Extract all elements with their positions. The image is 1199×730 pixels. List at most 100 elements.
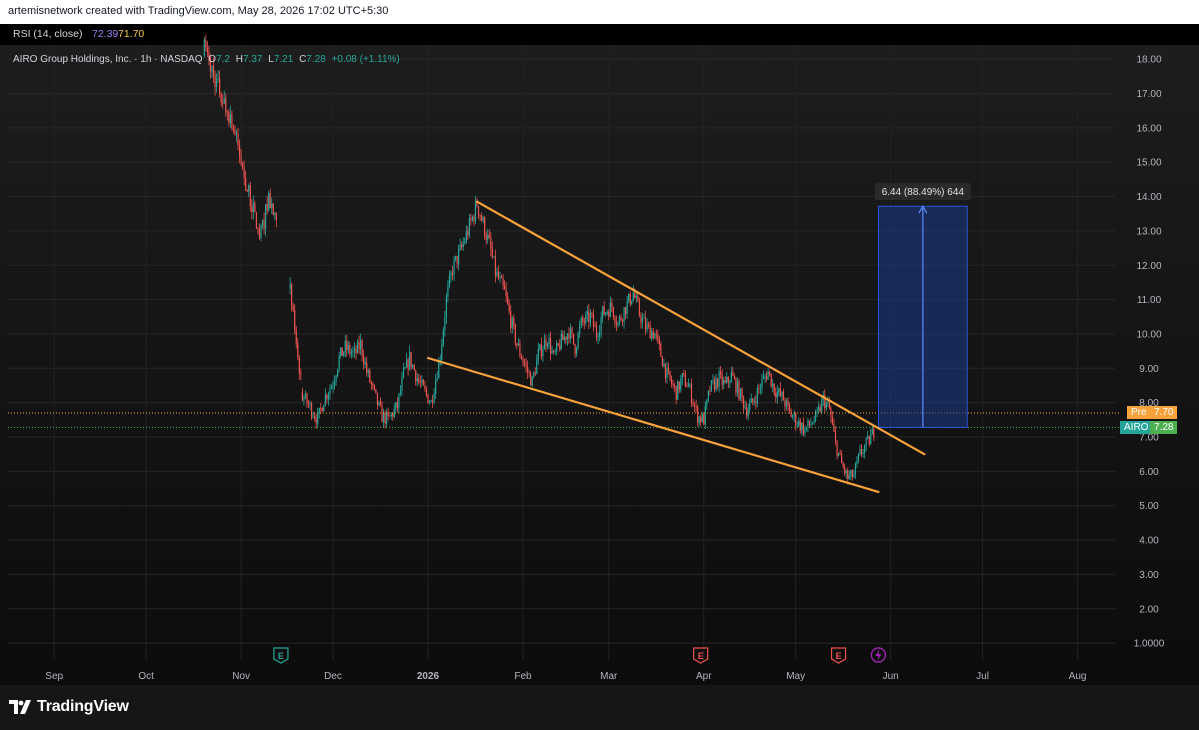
candle-body [341,347,343,356]
candle-body [744,407,746,409]
x-axis: Sep Oct Nov Dec 2026 Feb Mar Apr May Jun Jul Aug [45,671,1086,682]
candle-body [591,313,593,315]
candle-body [723,380,725,385]
candle-body [352,350,354,353]
candle-body [520,355,523,360]
pre-label: Pre [1131,407,1147,419]
candle-body [205,39,207,49]
candle-body [810,424,812,425]
candle-body [298,357,300,374]
candle-body [500,276,503,279]
candle-body [399,390,402,394]
measure-tool: 6.44 (88.49%) 644 [874,183,971,428]
candle-body [258,228,261,238]
y-tick-label: 17.00 [1136,89,1161,100]
candle-body [692,402,694,405]
tradingview-logo-icon [9,700,31,714]
close-value: 7.28 [306,54,326,65]
y-tick-label: 16.00 [1136,123,1161,134]
candle-body [445,296,447,318]
candle-body [468,218,470,236]
candle-body [690,384,693,403]
candle-body [456,255,458,264]
rsi-indicator-bar[interactable]: RSI (14, close) 72.39 71.70 [0,24,1199,45]
pre-market-tag: Pre [1127,406,1151,420]
candle-body [579,326,581,334]
candle-body [746,407,748,417]
candle-body [419,381,421,383]
candle-body [363,355,365,365]
candle-body [540,344,542,357]
earnings-letter: E [698,651,704,661]
open-value: 7.2 [216,54,230,65]
candle-body [730,372,732,383]
pre-value: 7.70 [1154,407,1174,419]
candle-body [873,428,875,438]
candle-body [649,324,651,339]
candle-body [436,378,438,381]
candle-body [701,413,703,422]
candle-body [689,384,691,386]
candle-body [329,388,331,395]
tradingview-logo[interactable]: TradingView [9,698,129,716]
candle-body [235,133,238,135]
candle-body [825,402,827,409]
candle-body [355,348,357,353]
candle-body [795,413,797,426]
candle-body [453,259,455,275]
candle-body [359,340,362,350]
candle-body [546,344,549,347]
candle-body [274,212,276,215]
open-label: O [208,54,217,65]
candle-body [674,385,676,386]
candle-body [772,383,774,387]
lightning-icon [875,649,882,661]
candle-body [522,359,524,363]
candle-body [488,234,490,238]
candle-body [819,407,821,412]
candle-body [856,460,858,465]
candle-body [767,371,769,380]
candle-body [603,306,605,315]
candle-body [577,333,579,348]
candle-body [254,202,256,213]
candle-body [747,409,749,417]
candle-body [615,322,618,325]
candle-body [644,317,647,330]
candle-body [871,428,873,435]
candle-body [732,372,734,376]
candle-body [382,412,385,423]
candle-body [482,217,484,221]
candle-body [303,398,305,401]
candle-body [857,453,860,461]
candle-body [868,436,870,445]
high-label: H [235,54,243,65]
close-label: C [299,54,307,65]
candle-body [413,365,415,371]
candle-body [424,385,426,389]
candle-body [225,98,227,112]
candle-body [798,420,800,426]
candle-body [672,384,674,386]
candle-body [318,407,320,414]
candle-body [292,306,294,311]
candle-body [620,316,622,320]
candle-body [646,324,648,330]
candle-body [448,275,451,287]
candle-body [588,311,590,323]
chart-background[interactable] [0,45,1199,685]
candle-body [796,425,798,426]
candle-body [386,412,388,424]
candle-body [651,331,653,339]
candle-body [333,381,336,387]
candle-body [407,359,409,370]
candle-body [727,376,729,383]
candle-body [304,393,307,399]
price-chart[interactable]: 6.44 (88.49%) 644 1.0000 2.00 3.00 4.00 5.00… [0,0,1199,685]
x-tick-label: Dec [324,671,342,682]
candle-body [307,403,310,405]
candle-body [248,185,250,192]
symbol-legend[interactable]: AIRO Group Holdings, Inc. · 1h · NASDAQ … [13,54,403,65]
ticker-tag: AIRO [1120,420,1153,434]
earnings-letter: E [278,651,284,661]
